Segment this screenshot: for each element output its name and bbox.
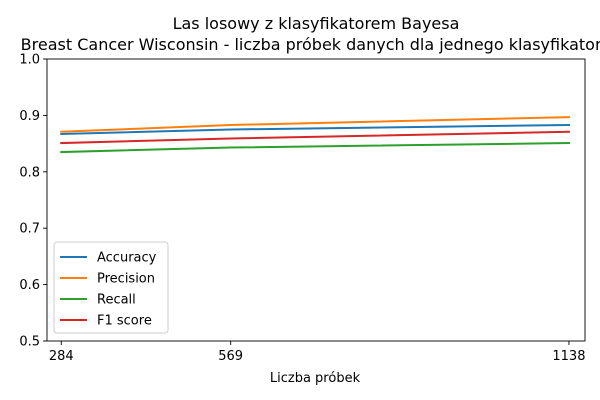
x-tick-label: 1138 xyxy=(552,349,585,364)
legend-label: Accuracy xyxy=(97,251,157,266)
x-tick-label: 569 xyxy=(218,349,243,364)
legend-box xyxy=(53,241,169,334)
legend: Accuracy Precision Recall F1 score xyxy=(53,241,169,334)
chart-subtitle: Breast Cancer Wisconsin - liczba próbek … xyxy=(21,35,600,54)
y-tick-label: 0.5 xyxy=(19,335,40,350)
axes-frame xyxy=(46,58,586,342)
x-axis-label: Liczba próbek xyxy=(270,371,361,386)
legend-label: Recall xyxy=(97,293,136,308)
series-line xyxy=(60,116,570,133)
chart-title: Las losowy z klasyfikatorem Bayesa xyxy=(173,14,460,33)
y-tick-label: 0.6 xyxy=(19,278,40,293)
y-tick-label: 0.9 xyxy=(19,109,40,124)
series-line xyxy=(60,130,570,145)
plot-area: 284 569 1138 0.5 0.6 0.7 0.8 0.9 1.0 Accuracy Prec… xyxy=(19,53,585,365)
y-tick-label: 1.0 xyxy=(19,53,40,68)
series-line xyxy=(60,142,570,154)
y-tick-label: 0.8 xyxy=(19,165,40,180)
x-tick-label: 284 xyxy=(49,349,74,364)
y-tick-label: 0.7 xyxy=(19,222,40,237)
legend-label: Precision xyxy=(97,272,155,287)
legend-label: F1 score xyxy=(97,314,152,329)
series-line xyxy=(60,123,570,136)
